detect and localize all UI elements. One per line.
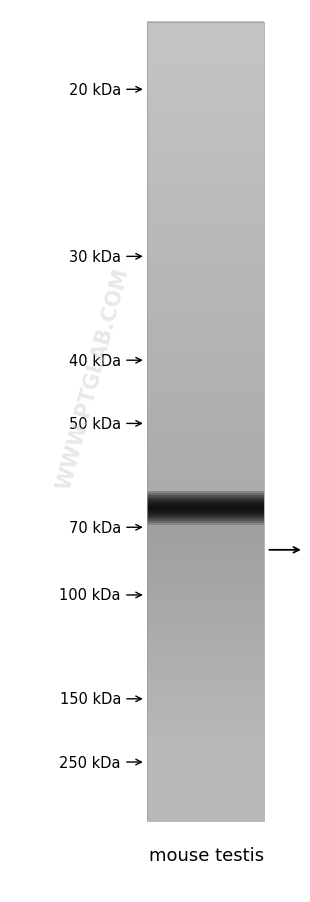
- Text: 100 kDa: 100 kDa: [60, 588, 121, 603]
- Text: 20 kDa: 20 kDa: [69, 83, 121, 97]
- Text: 250 kDa: 250 kDa: [60, 755, 121, 769]
- Text: 150 kDa: 150 kDa: [60, 692, 121, 706]
- Text: 50 kDa: 50 kDa: [69, 417, 121, 431]
- Text: 40 kDa: 40 kDa: [69, 354, 121, 368]
- Text: mouse testis: mouse testis: [148, 846, 264, 864]
- Text: WWW.PTGLAB.COM: WWW.PTGLAB.COM: [54, 266, 132, 492]
- Bar: [147, 23, 264, 821]
- Text: 30 kDa: 30 kDa: [69, 250, 121, 264]
- Text: 70 kDa: 70 kDa: [69, 520, 121, 535]
